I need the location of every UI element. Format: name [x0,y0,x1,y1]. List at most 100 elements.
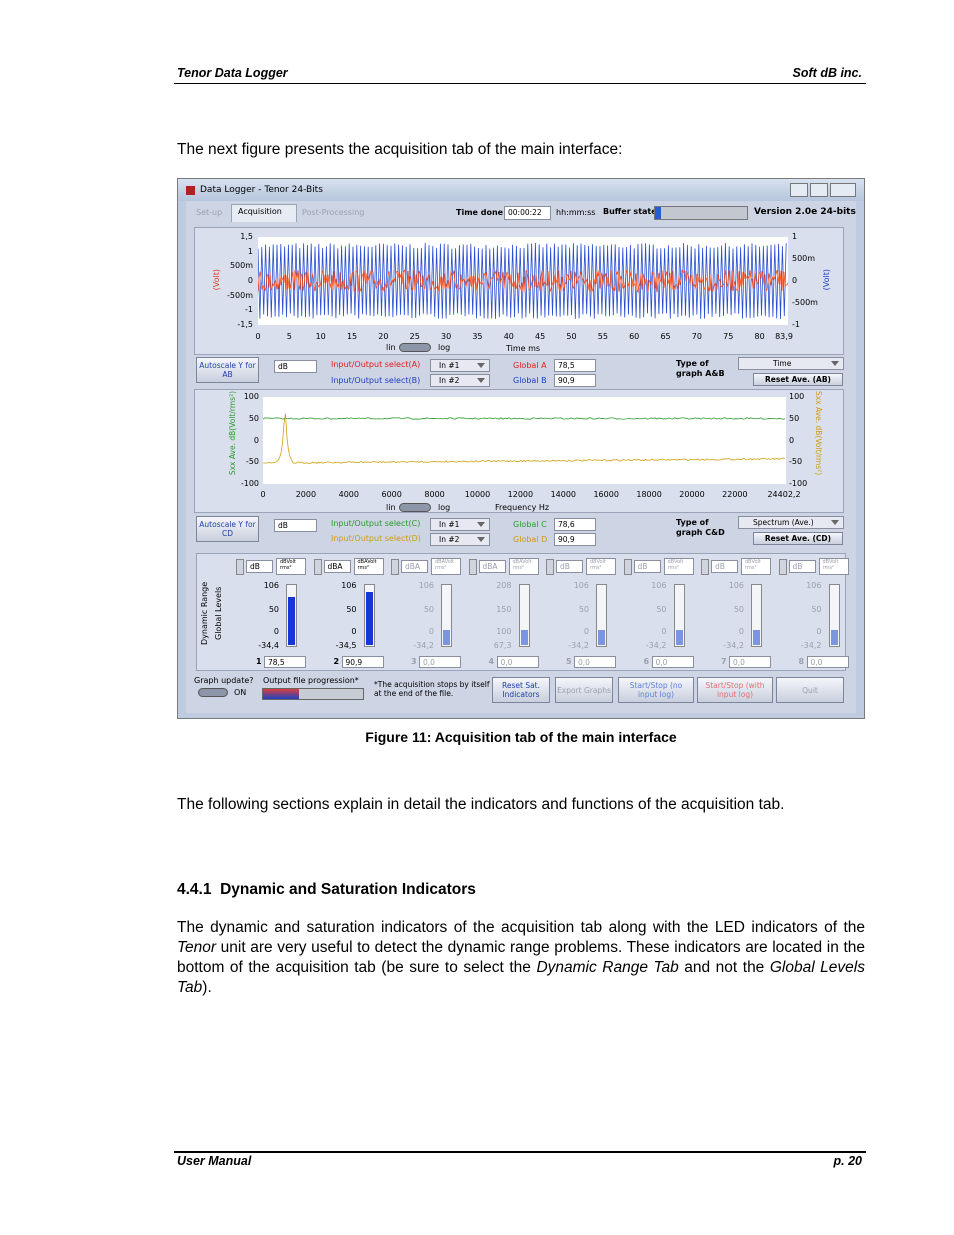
input-dropdown[interactable]: In #2 [430,533,490,546]
start-stop-log-button[interactable]: Start/Stop (with input log) [697,677,773,703]
buffer-bar [654,206,748,220]
active-tab[interactable] [231,204,297,222]
emphasis: Tenor [177,939,217,956]
autoscale-button[interactable]: Autoscale Y for CD [196,516,259,542]
side-tab[interactable]: Global Levels [214,586,223,640]
side-tab[interactable]: Dynamic Range [200,581,209,645]
footer-right: p. 20 [833,1154,863,1168]
x-tick-label: 83,9 [775,332,793,341]
title-bar [178,179,864,201]
level-meter [828,584,840,647]
x-tick-label: 0 [260,490,266,499]
scale-label: 106 [418,581,434,590]
minimize-button[interactable] [790,183,808,197]
scale-label: -34,2 [568,641,589,650]
section-title: Dynamic and Saturation Indicators [220,881,476,898]
screenshot: Data Logger - Tenor 24-Bits Set-up Acqui… [177,178,865,719]
channel-number: 2 [333,657,340,666]
tab[interactable]: Post-Processing [302,208,365,217]
type-label: Type of graph C&D [676,518,725,537]
scale-label: -34,2 [800,641,822,650]
export-button[interactable]: Export Graphs [555,677,613,703]
maximize-button[interactable] [810,183,828,197]
y-tick-label: 0 [789,435,795,445]
unit-select[interactable]: dB [274,519,317,532]
text: The dynamic and saturation indicators of… [177,919,865,936]
unit-select: dB [556,560,583,573]
reset-button[interactable]: Reset Ave. (CD) [753,532,843,545]
x-tick-label: 16000 [593,490,619,499]
lin-log-toggle[interactable] [399,343,431,352]
unit-select[interactable]: dB [274,360,317,373]
channel-number: 8 [798,657,805,666]
input-dropdown[interactable]: In #2 [430,374,490,387]
scale-label: 106 [263,581,279,590]
footer-rule [174,1151,866,1153]
scale-label: 106 [651,581,667,590]
reset-button[interactable]: Reset Ave. (AB) [753,373,843,386]
select-label: Input/Output select(D) [331,534,421,543]
level-meter [286,584,297,647]
type-label: Type of graph A&B [676,359,725,378]
y-tick-label: 50 [248,413,259,423]
autoscale-button[interactable]: Autoscale Y for AB [196,357,259,383]
scale-label: 0 [816,627,822,636]
input-dropdown[interactable]: In #1 [430,359,490,372]
tab[interactable]: Set-up [196,208,223,217]
scale-label: 0 [583,627,589,636]
level-fill [520,630,528,645]
start-stop-button[interactable]: Start/Stop (no input log) [618,677,694,703]
spinner [701,559,709,575]
quit-button[interactable]: Quit [776,677,844,703]
level-meter [518,584,530,647]
spectrum-c [263,417,786,420]
scale-label: 50 [578,605,589,614]
scale-label: 67,3 [493,641,512,650]
lin-log-toggle[interactable] [399,503,431,512]
x-tick-label: 18000 [636,490,662,499]
paragraph: The following sections explain in detail… [177,796,785,813]
scale-label: 150 [496,605,512,614]
y-tick-label: -50 [245,457,259,467]
figure-caption: Figure 11: Acquisition tab of the main i… [365,729,677,745]
scale-label: -34,4 [258,641,279,650]
close-button[interactable] [830,183,856,197]
scale-label: 50 [423,605,434,614]
level-fill [365,592,373,645]
unit-label: dBAVolt rms² [508,558,539,575]
x-tick-label: 14000 [550,490,577,499]
type-dropdown[interactable]: Time [738,357,844,370]
level-meter [751,584,762,647]
x-tick-label: 6000 [381,490,402,499]
x-tick-label: 45 [535,332,546,341]
header-left: Tenor Data Logger [177,66,288,80]
reset-sat-button[interactable]: Reset Sat. Indicators [492,677,550,703]
channel-value: 0,0 [574,656,616,668]
scale-label: 50 [268,605,279,614]
scale-label: 0 [351,627,357,636]
log-label: log [438,503,451,512]
waveform-a [258,269,788,294]
progress-note: *The acquisition stops by itself at the … [374,680,490,698]
y-axis-label: Sxx Ave. dB(Volt/rms²) [814,391,823,476]
spinner [236,559,244,575]
x-tick-label: 50 [566,332,577,341]
level-fill [443,630,450,645]
y-tick-label: 100 [789,392,805,401]
input-dropdown[interactable]: In #1 [430,518,490,531]
unit-select: dB [246,560,273,573]
level-fill [675,630,683,645]
y-tick-label: 1 [247,246,253,256]
level-meter [363,584,375,647]
footer-left: User Manual [177,1154,252,1168]
type-dropdown[interactable]: Spectrum (Ave.) [738,516,844,529]
y-tick-label: -50 [789,457,803,467]
scale-label: -34,5 [335,641,357,650]
lin-label: lin [386,503,396,512]
channel-number: 1 [256,657,262,666]
version: Version 2.0e 24-bits [754,207,856,217]
tab[interactable]: Acquisition [238,207,282,216]
graph-ab-plot [258,237,788,325]
graph-update-toggle[interactable] [198,688,228,697]
progress-label: Output file progression* [263,676,359,685]
